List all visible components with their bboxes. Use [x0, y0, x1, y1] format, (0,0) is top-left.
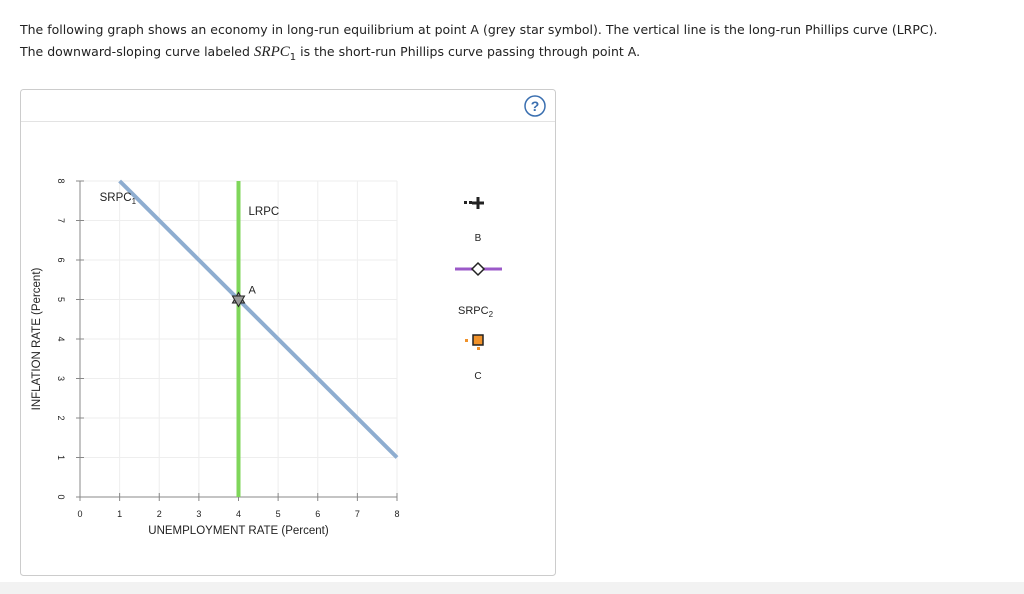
tool-subscript[interactable]: 2 — [489, 310, 494, 319]
y-tick-label: 7 — [56, 218, 66, 223]
instruction-line: The downward-sloping curve labeled SRPC1 i… — [20, 44, 640, 63]
curve-subscript: 1 — [132, 197, 137, 206]
instruction-text: The downward-sloping curve labeled — [20, 44, 250, 59]
x-tick-label: 6 — [315, 509, 320, 519]
help-button[interactable]: ? — [524, 95, 546, 117]
y-tick-label: 0 — [56, 494, 66, 499]
palette-tool[interactable]: B — [464, 197, 484, 244]
x-tick-label: 8 — [394, 509, 399, 519]
y-tick-label: 6 — [56, 257, 66, 262]
y-tick-label: 1 — [56, 455, 66, 460]
curve — [118, 179, 399, 459]
x-tick-label: 3 — [196, 509, 201, 519]
square-icon[interactable] — [472, 334, 484, 346]
x-axis-title: UNEMPLOYMENT RATE (Percent) — [148, 525, 329, 537]
instruction-symbol: SRPC — [253, 44, 290, 60]
diamond-icon[interactable] — [470, 261, 486, 277]
instruction-line: The following graph shows an economy in … — [20, 22, 938, 37]
y-tick-label: 8 — [56, 178, 66, 183]
palette-tool[interactable]: C — [465, 334, 484, 382]
instruction-text: is the short-run Phillips curve passing … — [300, 44, 641, 59]
y-tick-label: 3 — [56, 376, 66, 381]
tool-label[interactable]: C — [474, 371, 481, 382]
y-axis-title: INFLATION RATE (Percent) — [31, 267, 43, 410]
y-tick-label: 5 — [56, 297, 66, 302]
tool-label[interactable]: B — [475, 233, 482, 244]
curve-label: SRPC1 — [100, 192, 137, 206]
x-tick-label: 5 — [276, 509, 281, 519]
footer-band — [0, 582, 1024, 594]
point-label: A — [249, 285, 257, 297]
palette-tool[interactable]: SRPC2 — [455, 261, 502, 319]
x-tick-label: 7 — [355, 509, 360, 519]
x-tick-label: 0 — [77, 509, 82, 519]
panel-border — [20, 89, 556, 576]
tool-dot[interactable] — [469, 201, 472, 204]
x-tick-label: 4 — [236, 509, 241, 519]
tool-name[interactable]: SRPC — [458, 305, 489, 317]
curve-name: SRPC — [100, 192, 132, 204]
tool-label[interactable]: SRPC2 — [458, 305, 494, 319]
tool-dot[interactable] — [465, 339, 468, 342]
tool-dot[interactable] — [477, 347, 480, 350]
help-circle[interactable] — [524, 95, 546, 117]
x-tick-label: 2 — [157, 509, 162, 519]
tool-dot[interactable] — [464, 201, 467, 204]
plus-icon[interactable] — [472, 197, 484, 209]
curve-name: LRPC — [249, 206, 280, 218]
curve-label: LRPC — [249, 206, 280, 218]
point-star — [231, 295, 246, 308]
help-label[interactable]: ? — [531, 98, 540, 114]
point — [231, 291, 246, 308]
x-tick-label: 1 — [117, 509, 122, 519]
y-tick-label: 4 — [56, 336, 66, 341]
y-tick-label: 2 — [56, 415, 66, 420]
instruction-subscript: 1 — [289, 51, 297, 63]
